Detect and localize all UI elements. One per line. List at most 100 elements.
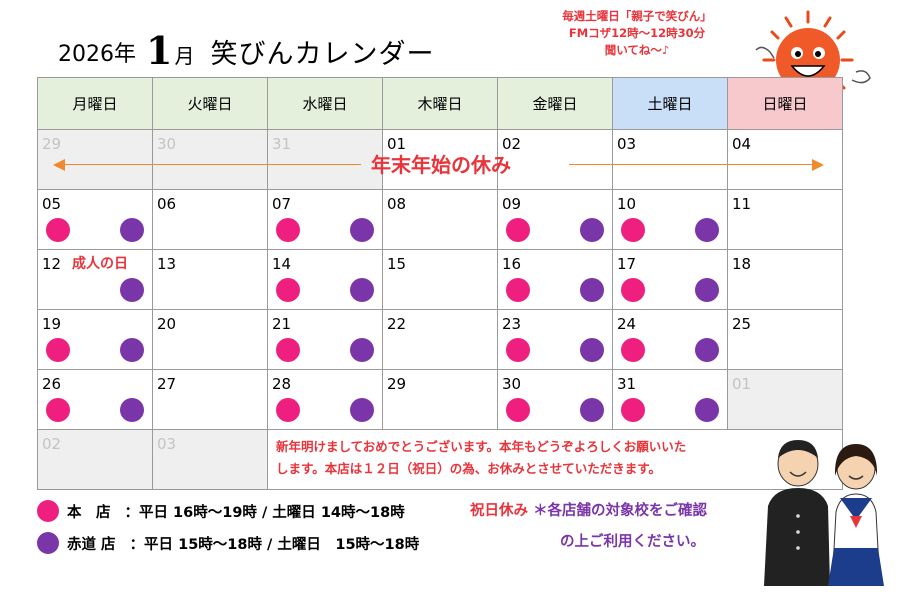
calendar-table: 月曜日 火曜日 水曜日 木曜日 金曜日 土曜日 日曜日 29 30 31 01 02 03… bbox=[37, 77, 843, 490]
honten-open-dot bbox=[46, 338, 70, 362]
day-number: 14 bbox=[272, 255, 292, 273]
day-cell: 28 bbox=[267, 369, 383, 430]
title-name: 笑びんカレンダー bbox=[210, 39, 435, 70]
honten-open-dot bbox=[276, 338, 300, 362]
day-number: 31 bbox=[272, 135, 292, 153]
day-cell: 21 bbox=[267, 309, 383, 370]
day-number: 28 bbox=[272, 375, 292, 393]
day-cell: 23 bbox=[497, 309, 613, 370]
day-number: 01 bbox=[732, 375, 752, 393]
akamichi-open-dot bbox=[350, 218, 374, 242]
honten-open-dot bbox=[506, 338, 530, 362]
legend-honten-hours: ：平日 16時～19時 / 土曜日 14時～18時 bbox=[124, 504, 405, 521]
weekday-header-row: 月曜日 火曜日 水曜日 木曜日 金曜日 土曜日 日曜日 bbox=[37, 77, 843, 130]
legend-akamichi: 赤道 店 ：平日 15時～18時 / 土曜日 15時～18時 bbox=[37, 532, 419, 554]
day-cell: 09 bbox=[497, 189, 613, 250]
week-row-2: 05 06 07 08 09 10 11 bbox=[37, 189, 843, 250]
day-number: 01 bbox=[387, 135, 407, 153]
akamichi-dot-icon bbox=[37, 532, 59, 554]
day-number: 03 bbox=[157, 435, 177, 453]
day-cell: 15 bbox=[382, 249, 498, 310]
legend-honten: 本 店 ：平日 16時～19時 / 土曜日 14時～18時 bbox=[37, 500, 405, 522]
day-number: 17 bbox=[617, 255, 637, 273]
honten-open-dot bbox=[46, 218, 70, 242]
day-cell: 12 成人の日 bbox=[37, 249, 153, 310]
weekday-mon: 月曜日 bbox=[37, 77, 153, 130]
honten-dot-icon bbox=[37, 500, 59, 522]
day-number: 11 bbox=[732, 195, 752, 213]
week-row-1: 29 30 31 01 02 03 04 bbox=[37, 129, 843, 190]
week-row-6: 02 03 新年明けましておめでとうございます。本年もどうぞよろしくお願いいた … bbox=[37, 429, 843, 490]
legend-honten-name: 本 店 bbox=[67, 504, 111, 521]
day-cell: 01 bbox=[382, 129, 498, 190]
day-cell: 29 bbox=[382, 369, 498, 430]
weekday-sat: 土曜日 bbox=[612, 77, 728, 130]
day-number: 16 bbox=[502, 255, 522, 273]
day-number: 10 bbox=[617, 195, 637, 213]
akamichi-open-dot bbox=[350, 398, 374, 422]
message-text: 新年明けましておめでとうございます。本年もどうぞよろしくお願いいた します。本店… bbox=[276, 436, 830, 480]
confirm-text-1: ＊各店舗の対象校をご確認 bbox=[533, 503, 708, 519]
akamichi-open-dot bbox=[120, 338, 144, 362]
day-cell: 20 bbox=[152, 309, 268, 370]
calendar-title: 2026年 1 月 笑びんカレンダー bbox=[58, 22, 434, 70]
weekday-sun: 日曜日 bbox=[727, 77, 843, 130]
confirm-text-2: の上ご利用ください。 bbox=[560, 534, 705, 550]
weekday-thu: 木曜日 bbox=[382, 77, 498, 130]
honten-open-dot bbox=[621, 218, 645, 242]
day-number: 06 bbox=[157, 195, 177, 213]
akamichi-open-dot bbox=[695, 278, 719, 302]
notice-line-3: 聞いてね～♪ bbox=[604, 43, 670, 57]
day-number: 07 bbox=[272, 195, 292, 213]
holiday-closed-text: 祝日休み bbox=[470, 503, 528, 519]
day-cell: 31 bbox=[267, 129, 383, 190]
day-cell: 02 bbox=[37, 429, 153, 490]
akamichi-open-dot bbox=[580, 398, 604, 422]
day-cell: 30 bbox=[497, 369, 613, 430]
title-year: 2026年 bbox=[58, 42, 136, 67]
calendar-weeks: 29 30 31 01 02 03 04 05 06 07 08 09 10 11 12 成人の日 13 14 15… bbox=[37, 129, 843, 430]
day-number: 03 bbox=[617, 135, 637, 153]
akamichi-open-dot bbox=[120, 218, 144, 242]
honten-open-dot bbox=[621, 398, 645, 422]
honten-open-dot bbox=[621, 338, 645, 362]
notice-line-2: FMコザ12時～12時30分 bbox=[568, 26, 706, 40]
day-number: 26 bbox=[42, 375, 62, 393]
day-number: 25 bbox=[732, 315, 752, 333]
holiday-label: 成人の日 bbox=[72, 256, 128, 272]
day-number: 31 bbox=[617, 375, 637, 393]
day-cell: 06 bbox=[152, 189, 268, 250]
day-cell: 04 bbox=[727, 129, 843, 190]
day-number: 30 bbox=[502, 375, 522, 393]
message-line-1: 新年明けましておめでとうございます。本年もどうぞよろしくお願いいた bbox=[276, 439, 687, 454]
day-number: 05 bbox=[42, 195, 62, 213]
day-number: 30 bbox=[157, 135, 177, 153]
week-row-3: 12 成人の日 13 14 15 16 17 18 bbox=[37, 249, 843, 310]
day-cell: 31 bbox=[612, 369, 728, 430]
day-cell: 24 bbox=[612, 309, 728, 370]
honten-open-dot bbox=[621, 278, 645, 302]
day-number: 24 bbox=[617, 315, 637, 333]
legend-akamichi-hours: ：平日 15時～18時 / 土曜日 15時～18時 bbox=[129, 536, 420, 553]
akamichi-open-dot bbox=[120, 398, 144, 422]
day-cell: 16 bbox=[497, 249, 613, 310]
akamichi-open-dot bbox=[120, 278, 144, 302]
day-cell: 22 bbox=[382, 309, 498, 370]
akamichi-open-dot bbox=[695, 218, 719, 242]
day-number: 19 bbox=[42, 315, 62, 333]
weekday-tue: 火曜日 bbox=[152, 77, 268, 130]
akamichi-open-dot bbox=[580, 278, 604, 302]
akamichi-open-dot bbox=[580, 218, 604, 242]
day-cell: 19 bbox=[37, 309, 153, 370]
day-number: 29 bbox=[387, 375, 407, 393]
day-cell: 30 bbox=[152, 129, 268, 190]
radio-notice: 毎週土曜日「親子で笑びん」 FMコザ12時～12時30分 聞いてね～♪ bbox=[518, 8, 756, 59]
day-number: 13 bbox=[157, 255, 177, 273]
day-number: 02 bbox=[502, 135, 522, 153]
akamichi-open-dot bbox=[580, 338, 604, 362]
day-cell: 17 bbox=[612, 249, 728, 310]
closed-note: 祝日休み ＊各店舗の対象校をご確認 bbox=[470, 499, 707, 520]
honten-open-dot bbox=[276, 278, 300, 302]
day-cell: 10 bbox=[612, 189, 728, 250]
message-line-2: します。本店は１２日（祝日）の為、お休みとさせていただきます。 bbox=[276, 461, 662, 476]
